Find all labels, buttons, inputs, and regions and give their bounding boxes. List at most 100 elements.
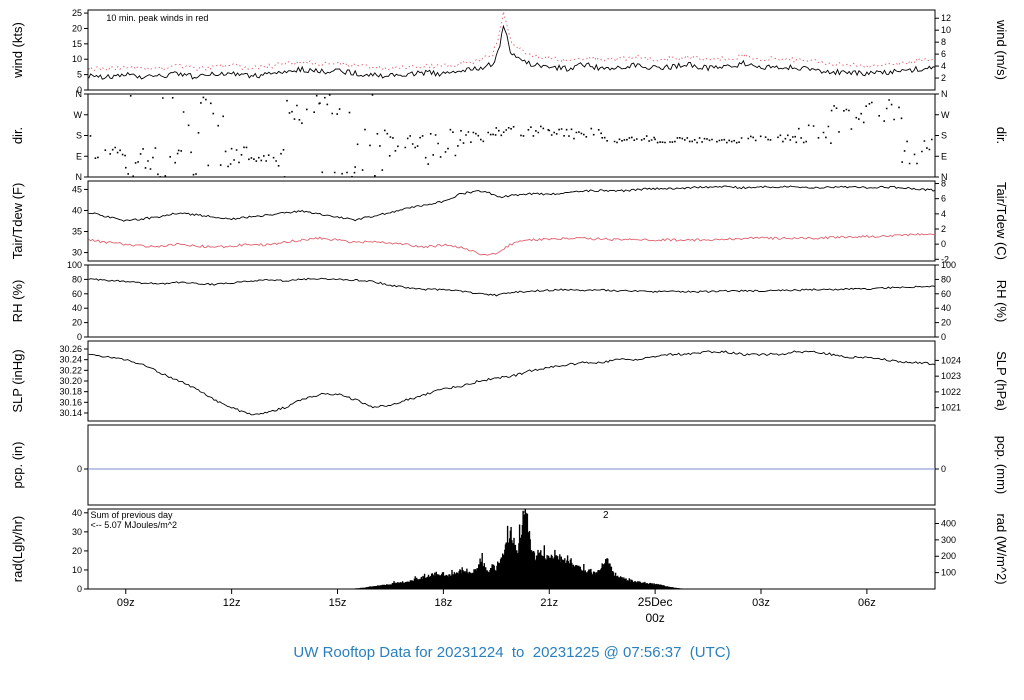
rh-left-tick-label: 20 [72,318,82,328]
wind-left-tick-label: 10 [72,54,82,64]
wind-right-axis-label: wind (m/s) [994,19,1009,80]
rh-frame [87,264,936,338]
dir-left-tick-label: S [76,131,82,141]
tair-left-tick-label: 40 [72,205,82,215]
rh-left-axis-label: RH (%) [10,280,25,323]
tair-right-tick-label: -2 [941,254,949,264]
wind-left-tick-label: 20 [72,23,82,33]
x-tick-label: 03z [752,597,770,609]
rh-series-rh [88,277,935,297]
rh-left-tick-label: 60 [72,289,82,299]
dir-left-tick-label: E [76,151,82,161]
slp-right-tick-label: 1022 [941,387,961,397]
tair-left-tick-label: 45 [72,184,82,194]
wind-left-tick-label: 0 [77,85,82,95]
slp-left-tick-label: 30.20 [59,376,82,386]
slp-left-tick-label: 30.24 [59,355,82,365]
rh-left-tick-label: 0 [77,332,82,342]
dir-right-tick-label: S [941,131,947,141]
slp-frame [87,340,936,422]
x-tick-label: 15z [329,597,347,609]
slp-left-tick-label: 30.14 [59,408,82,418]
x-date-label-line1: 25Dec [638,595,673,609]
tair-series-tair [88,185,935,222]
rh-right-tick-label: 20 [941,318,951,328]
wind-left-tick-label: 25 [72,8,82,18]
panel-tair: 30 35 40 45 -2 0 2 4 6 8 Tair/Tdew (F) Tair/Tdew (C… [10,179,1009,265]
meteogram-page: 0 5 10 15 20 25 2 4 6 8 10 12 wind (kts) wind (m/s) 10… [10,8,1009,661]
rh-left-tick-label: 100 [67,260,82,270]
tair-right-tick-label: 0 [941,239,946,249]
rad-right-axis-label: rad (W/m^2) [994,513,1009,584]
rad-area [354,509,684,589]
tair-frame [87,180,936,262]
x-tick-label: 09z [117,597,135,609]
rad-right-tick-label: 100 [941,568,956,578]
rh-right-tick-label: 40 [941,303,951,313]
x-tick-label: 06z [858,597,876,609]
dir-dots [89,94,933,177]
slp-left-tick-label: 30.16 [59,397,82,407]
wind-right-tick-label: 12 [941,13,951,23]
rh-left-tick-label: 80 [72,274,82,284]
rad-right-tick-label: 300 [941,535,956,545]
wind-series-wind-avg [88,24,935,80]
rad-left-tick-label: 10 [72,565,82,575]
x-tick-label: 18z [435,597,453,609]
rad-left-tick-label: 40 [72,508,82,518]
rh-right-tick-label: 80 [941,274,951,284]
wind-left-axis-label: wind (kts) [10,22,25,79]
dir-left-axis-label: dir. [10,127,25,144]
pcp-left-tick-label: 0 [77,464,82,474]
slp-left-axis-label: SLP (inHg) [10,349,25,412]
wind-annotation: 10 min. peak winds in red [106,13,208,23]
rad-right-tick-label: 400 [941,518,956,528]
rad-left-axis-label: rad(Lgly/hr) [10,516,25,582]
wind-series-wind-peak-10min [88,11,935,72]
slp-right-tick-label: 1021 [941,403,961,413]
x-date-label-line2: 00z [645,611,664,625]
dir-frame [87,93,936,178]
rh-right-tick-label: 60 [941,289,951,299]
wind-left-tick-label: 5 [77,70,82,80]
slp-left-tick-label: 30.26 [59,344,82,354]
rad-left-tick-label: 20 [72,546,82,556]
rad-peak-marker-1: 1 [522,510,528,521]
rad-annotation: Sum of previous day [90,510,173,520]
dir-right-tick-label: E [941,151,947,161]
wind-right-tick-label: 8 [941,37,946,47]
wind-left-tick-label: 15 [72,39,82,49]
wind-right-tick-label: 6 [941,49,946,59]
tair-left-tick-label: 35 [72,227,82,237]
rh-right-tick-label: 0 [941,332,946,342]
wind-frame [87,9,936,91]
dir-right-tick-label: W [941,110,950,120]
dir-right-tick-label: N [941,172,948,182]
pcp-right-axis-label: pcp. (mm) [994,436,1009,495]
dir-right-axis-label: dir. [994,127,1009,144]
panel-wind: 0 5 10 15 20 25 2 4 6 8 10 12 wind (kts) wind (m/s) 10… [10,8,1009,95]
slp-left-tick-label: 30.18 [59,387,82,397]
dir-left-tick-label: W [74,110,83,120]
rh-right-tick-label: 100 [941,260,956,270]
rh-left-tick-label: 40 [72,303,82,313]
slp-right-tick-label: 1023 [941,371,961,381]
panel-pcp: 0 0 pcp. (in) pcp. (mm) [10,424,1009,506]
x-tick-label: 12z [223,597,241,609]
wind-right-tick-label: 2 [941,73,946,83]
rad-annotation: <-- 5.07 MJoules/m^2 [90,520,177,530]
slp-left-tick-label: 30.22 [59,365,82,375]
panel-rh: 0 20 40 60 80 100 0 20 40 60 80 100 RH (%) RH (%) [10,260,1009,342]
rh-right-axis-label: RH (%) [994,280,1009,323]
rad-left-tick-label: 30 [72,527,82,537]
dir-left-tick-label: N [76,172,83,182]
panel-rad: 0 10 20 30 40 100 200 300 400 rad(Lgly/hr) rad (W/… [10,508,1009,594]
pcp-left-axis-label: pcp. (in) [10,442,25,489]
slp-right-axis-label: SLP (hPa) [994,351,1009,411]
tair-right-tick-label: 4 [941,209,946,219]
tair-left-tick-label: 30 [72,248,82,258]
x-axis: 09z 12z 15z 18z 21z 03z 06z 25Dec 00z [117,589,876,625]
pcp-right-tick-label: 0 [941,464,946,474]
